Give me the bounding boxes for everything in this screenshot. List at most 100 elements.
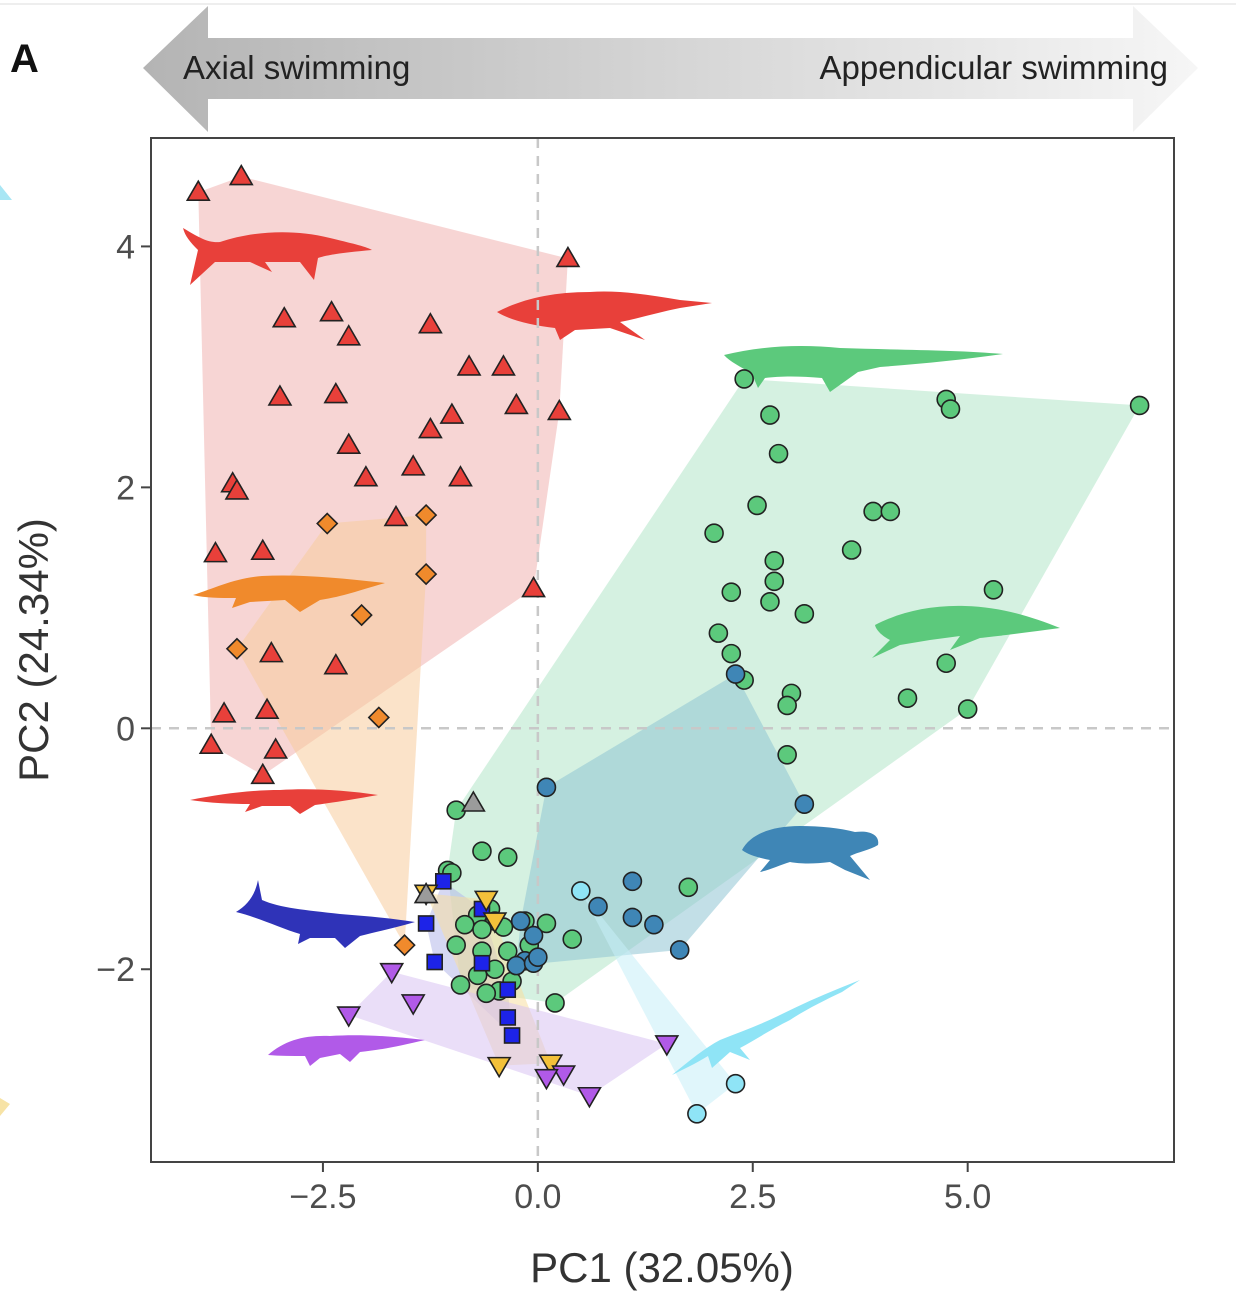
longneck-lightblue-silhouette [672, 980, 860, 1075]
point-series-1 [414, 503, 438, 527]
point-series-0 [521, 575, 546, 598]
point-series-2 [880, 501, 901, 522]
point-series-1 [393, 934, 416, 957]
point-series-0 [271, 306, 297, 328]
point-series-2 [897, 688, 918, 708]
point-series-0 [323, 653, 349, 675]
point-series-0 [439, 402, 465, 424]
lizard-purple-silhouette [268, 1035, 425, 1066]
point-series-0 [203, 541, 228, 563]
point-series-0 [555, 245, 581, 268]
point-series-6 [486, 1056, 512, 1079]
crocodile-silhouette [724, 346, 1003, 392]
point-series-5 [426, 953, 443, 971]
point-series-8 [460, 790, 486, 812]
point-series-0 [211, 701, 237, 723]
point-series-5 [499, 1009, 517, 1026]
point-series-0 [250, 762, 276, 785]
point-series-8 [413, 881, 439, 904]
y-axis-ticks: −2 0 2 4 [96, 228, 151, 989]
point-series-5 [417, 915, 435, 932]
point-series-0 [228, 163, 254, 186]
point-series-2 [764, 551, 785, 571]
point-series-0 [267, 384, 293, 406]
point-series-0 [383, 504, 409, 527]
point-series-2 [472, 919, 492, 940]
point-series-2 [446, 935, 466, 955]
point-series-0 [258, 641, 284, 663]
point-series-5 [503, 1027, 521, 1044]
point-series-7 [551, 1065, 577, 1087]
x-tick-label: −2.5 [289, 1178, 356, 1216]
x-axis-title: PC1 (32.05%) [530, 1244, 794, 1291]
point-series-2 [536, 913, 557, 934]
point-series-0 [546, 398, 572, 421]
point-series-2 [936, 653, 956, 674]
point-series-2 [940, 399, 961, 419]
panel-letter: A [10, 37, 39, 81]
y-tick-label: 4 [116, 228, 135, 266]
point-series-2 [777, 745, 797, 765]
x-axis-ticks: −2.5 0.0 2.5 5.0 [289, 1162, 991, 1216]
point-series-0 [491, 354, 516, 376]
pliosaur-green-silhouette [872, 605, 1060, 658]
point-series-3 [510, 911, 531, 931]
point-series-0 [456, 354, 482, 376]
point-series-0 [353, 465, 379, 487]
point-series-6 [538, 1054, 564, 1076]
point-series-0 [319, 300, 344, 322]
x-tick-label: 0.0 [514, 1178, 561, 1216]
appendicular-swimming-label: Appendicular swimming [820, 49, 1168, 86]
point-series-7 [577, 1086, 602, 1109]
edge-fragment [0, 1098, 10, 1116]
point-series-4 [725, 1073, 746, 1094]
double-arrow-shape [143, 6, 1198, 132]
point-series-5 [434, 873, 452, 890]
point-series-7 [336, 1006, 362, 1028]
point-series-0 [254, 697, 280, 720]
hull-series-1 [237, 515, 427, 946]
point-series-3 [622, 871, 643, 892]
point-series-2 [777, 695, 797, 716]
point-series-0 [418, 416, 443, 439]
point-series-5 [499, 981, 517, 999]
x-tick-label: 5.0 [944, 1178, 991, 1216]
y-axis-title: PC2 (24.34%) [10, 518, 57, 782]
point-series-3 [536, 777, 557, 798]
edge-fragment [0, 185, 12, 200]
point-series-2 [841, 540, 862, 560]
point-series-2 [708, 623, 729, 643]
point-series-7 [400, 994, 426, 1016]
x-tick-label: 2.5 [729, 1178, 776, 1216]
point-series-3 [669, 940, 690, 960]
point-series-7 [534, 1068, 559, 1091]
point-series-2 [497, 941, 518, 961]
ichthyosaur-blue-silhouette [236, 880, 415, 948]
ichthyosaur-silhouette [183, 228, 372, 285]
point-series-4 [571, 881, 591, 901]
point-series-2 [476, 983, 497, 1004]
turtle-silhouette [742, 826, 879, 880]
point-series-2 [863, 501, 883, 522]
point-series-2 [721, 582, 742, 602]
point-series-0 [185, 179, 211, 202]
point-series-0 [336, 432, 362, 455]
point-series-6 [482, 912, 508, 934]
point-series-2 [678, 877, 699, 898]
point-series-2 [734, 369, 754, 389]
point-series-5 [473, 954, 491, 972]
point-series-3 [528, 947, 548, 968]
point-series-2 [794, 604, 815, 624]
point-series-0 [336, 324, 362, 346]
point-series-3 [644, 914, 664, 935]
point-series-1 [225, 637, 249, 660]
point-series-1 [414, 562, 438, 586]
swimming-mode-arrow: Axial swimming Appendicular swimming [143, 6, 1198, 132]
plesiosaur-silhouette [497, 291, 712, 340]
point-series-6 [473, 890, 499, 912]
y-tick-label: 0 [116, 710, 135, 748]
point-series-3 [588, 896, 608, 917]
point-series-0 [400, 454, 426, 476]
axial-swimming-label: Axial swimming [183, 49, 410, 86]
